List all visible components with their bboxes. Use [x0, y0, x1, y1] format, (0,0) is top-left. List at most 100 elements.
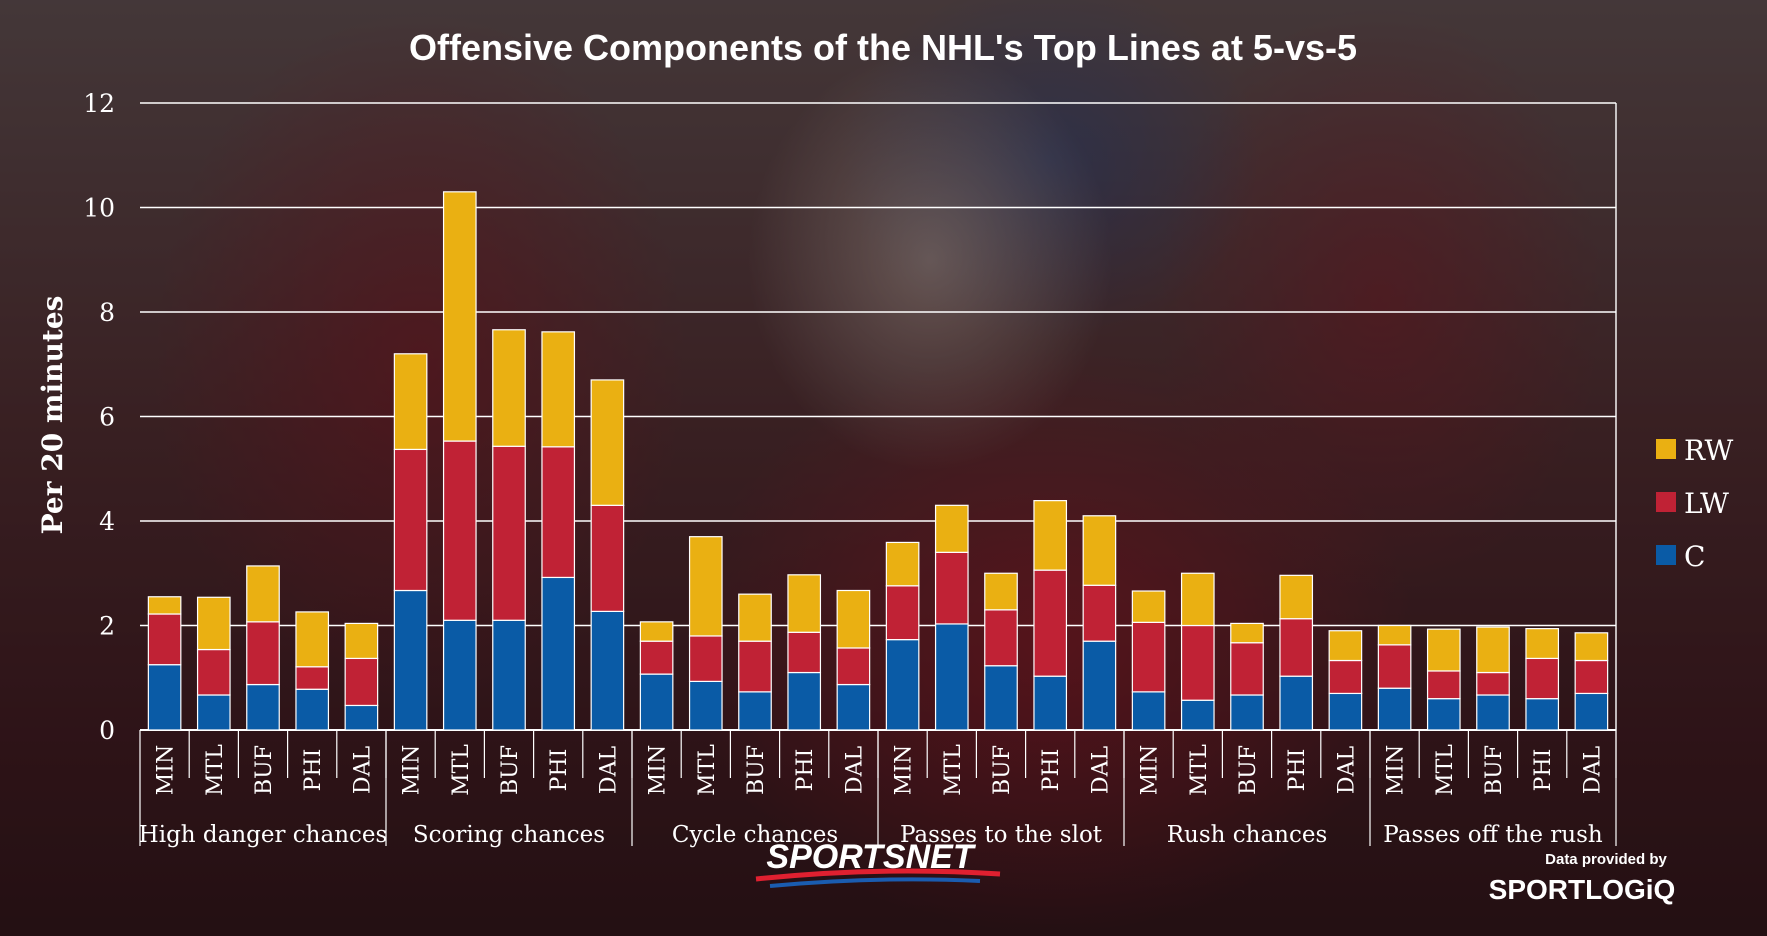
bar-segment-c	[1426, 698, 1461, 731]
x-tick-label: MTL	[695, 744, 720, 796]
bar-segment-lw	[1426, 670, 1461, 700]
bar-segment-rw	[1574, 632, 1609, 662]
bar-segment-rw	[1279, 574, 1314, 620]
legend-swatch-lw	[1656, 492, 1676, 512]
bar-segment-c	[984, 665, 1018, 731]
bar-segment-lw	[885, 585, 920, 641]
legend-swatch-c	[1656, 545, 1676, 565]
x-tick-label: PHI	[301, 749, 326, 792]
x-tick-label: MTL	[1187, 744, 1212, 796]
sportlogiq-wordmark: SPORTLOGiQ	[1489, 874, 1676, 905]
bar-segment-rw	[344, 622, 379, 660]
group-label: High danger chances	[139, 822, 388, 848]
x-tick-label: BUF	[252, 745, 277, 795]
sportsnet-logo: SPORTSNET	[755, 838, 1001, 888]
bar-segment-lw	[196, 648, 231, 696]
data-provided-by-text: Data provided by	[1545, 851, 1667, 868]
x-axis-tick-labels: MIN MTL BUF PHI DAL MIN MTL BUF PHI DAL MIN MTL BUF P…	[154, 730, 1617, 796]
bar-segment-lw	[442, 440, 477, 621]
x-tick-label: MIN	[892, 745, 917, 795]
x-tick-label: BUF	[1482, 745, 1507, 795]
bar-segment-c	[1131, 691, 1166, 731]
bar-segment-rw	[738, 593, 772, 642]
x-tick-label: DAL	[596, 746, 621, 795]
bar-segment-c	[492, 619, 526, 731]
bar-segment-rw	[590, 379, 625, 506]
bar-segment-c	[1328, 692, 1363, 731]
bar-segment-lw	[492, 445, 526, 621]
x-tick-label: MIN	[400, 745, 425, 795]
x-tick-label: PHI	[1039, 749, 1064, 792]
legend: RW LW C	[1656, 434, 1733, 573]
x-tick-label: MTL	[449, 744, 474, 796]
bar-segment-c	[246, 683, 280, 731]
bar-segment-rw	[1377, 624, 1412, 646]
bar-segment-lw	[1476, 671, 1510, 696]
bar-segment-lw	[1377, 644, 1412, 689]
bar-segment-lw	[147, 613, 182, 666]
bar-segment-rw	[1328, 630, 1363, 662]
x-tick-label: MTL	[1433, 744, 1458, 796]
x-axis-group-labels: High danger chances Scoring chances Cycle …	[139, 730, 1617, 848]
x-tick-label: MTL	[203, 744, 228, 796]
bar-segment-rw	[1082, 515, 1117, 586]
bar-segment-c	[934, 623, 969, 731]
legend-swatch-rw	[1656, 439, 1676, 459]
group-label: Scoring chances	[413, 822, 605, 848]
bar-segment-rw	[984, 572, 1018, 611]
bar-segment-c	[1377, 687, 1412, 731]
bar-segment-rw	[147, 596, 182, 615]
x-tick-label: DAL	[842, 746, 867, 795]
bar-segment-rw	[1476, 626, 1510, 674]
bar-segment-lw	[590, 504, 625, 612]
bar-segment-c	[590, 610, 625, 731]
x-tick-label: DAL	[1088, 746, 1113, 795]
bar-segment-c	[541, 576, 576, 731]
legend-label-c: C	[1684, 540, 1705, 573]
bar-segment-rw	[787, 574, 822, 633]
x-tick-label: BUF	[744, 745, 769, 795]
bar-segment-c	[295, 688, 330, 731]
bar-segment-rw	[246, 565, 280, 623]
bar-segment-c	[688, 680, 723, 731]
bar-segment-lw	[1082, 584, 1117, 642]
bar-segment-rw	[295, 611, 330, 668]
y-tick-label: 10	[83, 194, 115, 223]
bar-segment-rw	[1426, 628, 1461, 672]
bar-segment-lw	[688, 635, 723, 683]
bar-segment-rw	[934, 504, 969, 553]
x-tick-label: BUF	[498, 745, 523, 795]
bar-segment-c	[1574, 692, 1609, 731]
x-tick-label: PHI	[1531, 749, 1556, 792]
y-tick-label: 8	[99, 298, 115, 327]
bar-segment-c	[1180, 699, 1215, 731]
bar-segment-c	[787, 671, 822, 731]
bar-segment-c	[442, 619, 477, 731]
bar-segment-c	[1525, 698, 1560, 731]
y-tick-label: 0	[99, 716, 115, 745]
x-tick-label: BUF	[1236, 745, 1261, 795]
bar-segment-c	[1033, 675, 1068, 731]
y-tick-label: 2	[99, 612, 115, 641]
bar-segment-rw	[1180, 572, 1215, 627]
bar-segment-lw	[984, 609, 1018, 667]
bars	[147, 191, 1609, 731]
bar-segment-c	[885, 639, 920, 731]
bar-segment-lw	[1230, 642, 1264, 696]
x-tick-label: DAL	[1580, 746, 1605, 795]
x-tick-label: PHI	[547, 749, 572, 792]
bar-segment-lw	[738, 640, 772, 693]
bar-segment-c	[393, 589, 428, 731]
bar-segment-rw	[1230, 622, 1264, 644]
x-tick-label: MIN	[1384, 745, 1409, 795]
bar-segment-rw	[1131, 590, 1166, 623]
bar-segment-rw	[885, 541, 920, 587]
group-label: Passes off the rush	[1383, 822, 1603, 848]
bar-segment-c	[1230, 694, 1264, 731]
bar-segment-lw	[541, 446, 576, 579]
bar-segment-lw	[787, 631, 822, 674]
bar-segment-c	[738, 691, 772, 731]
x-tick-label: MIN	[154, 745, 179, 795]
